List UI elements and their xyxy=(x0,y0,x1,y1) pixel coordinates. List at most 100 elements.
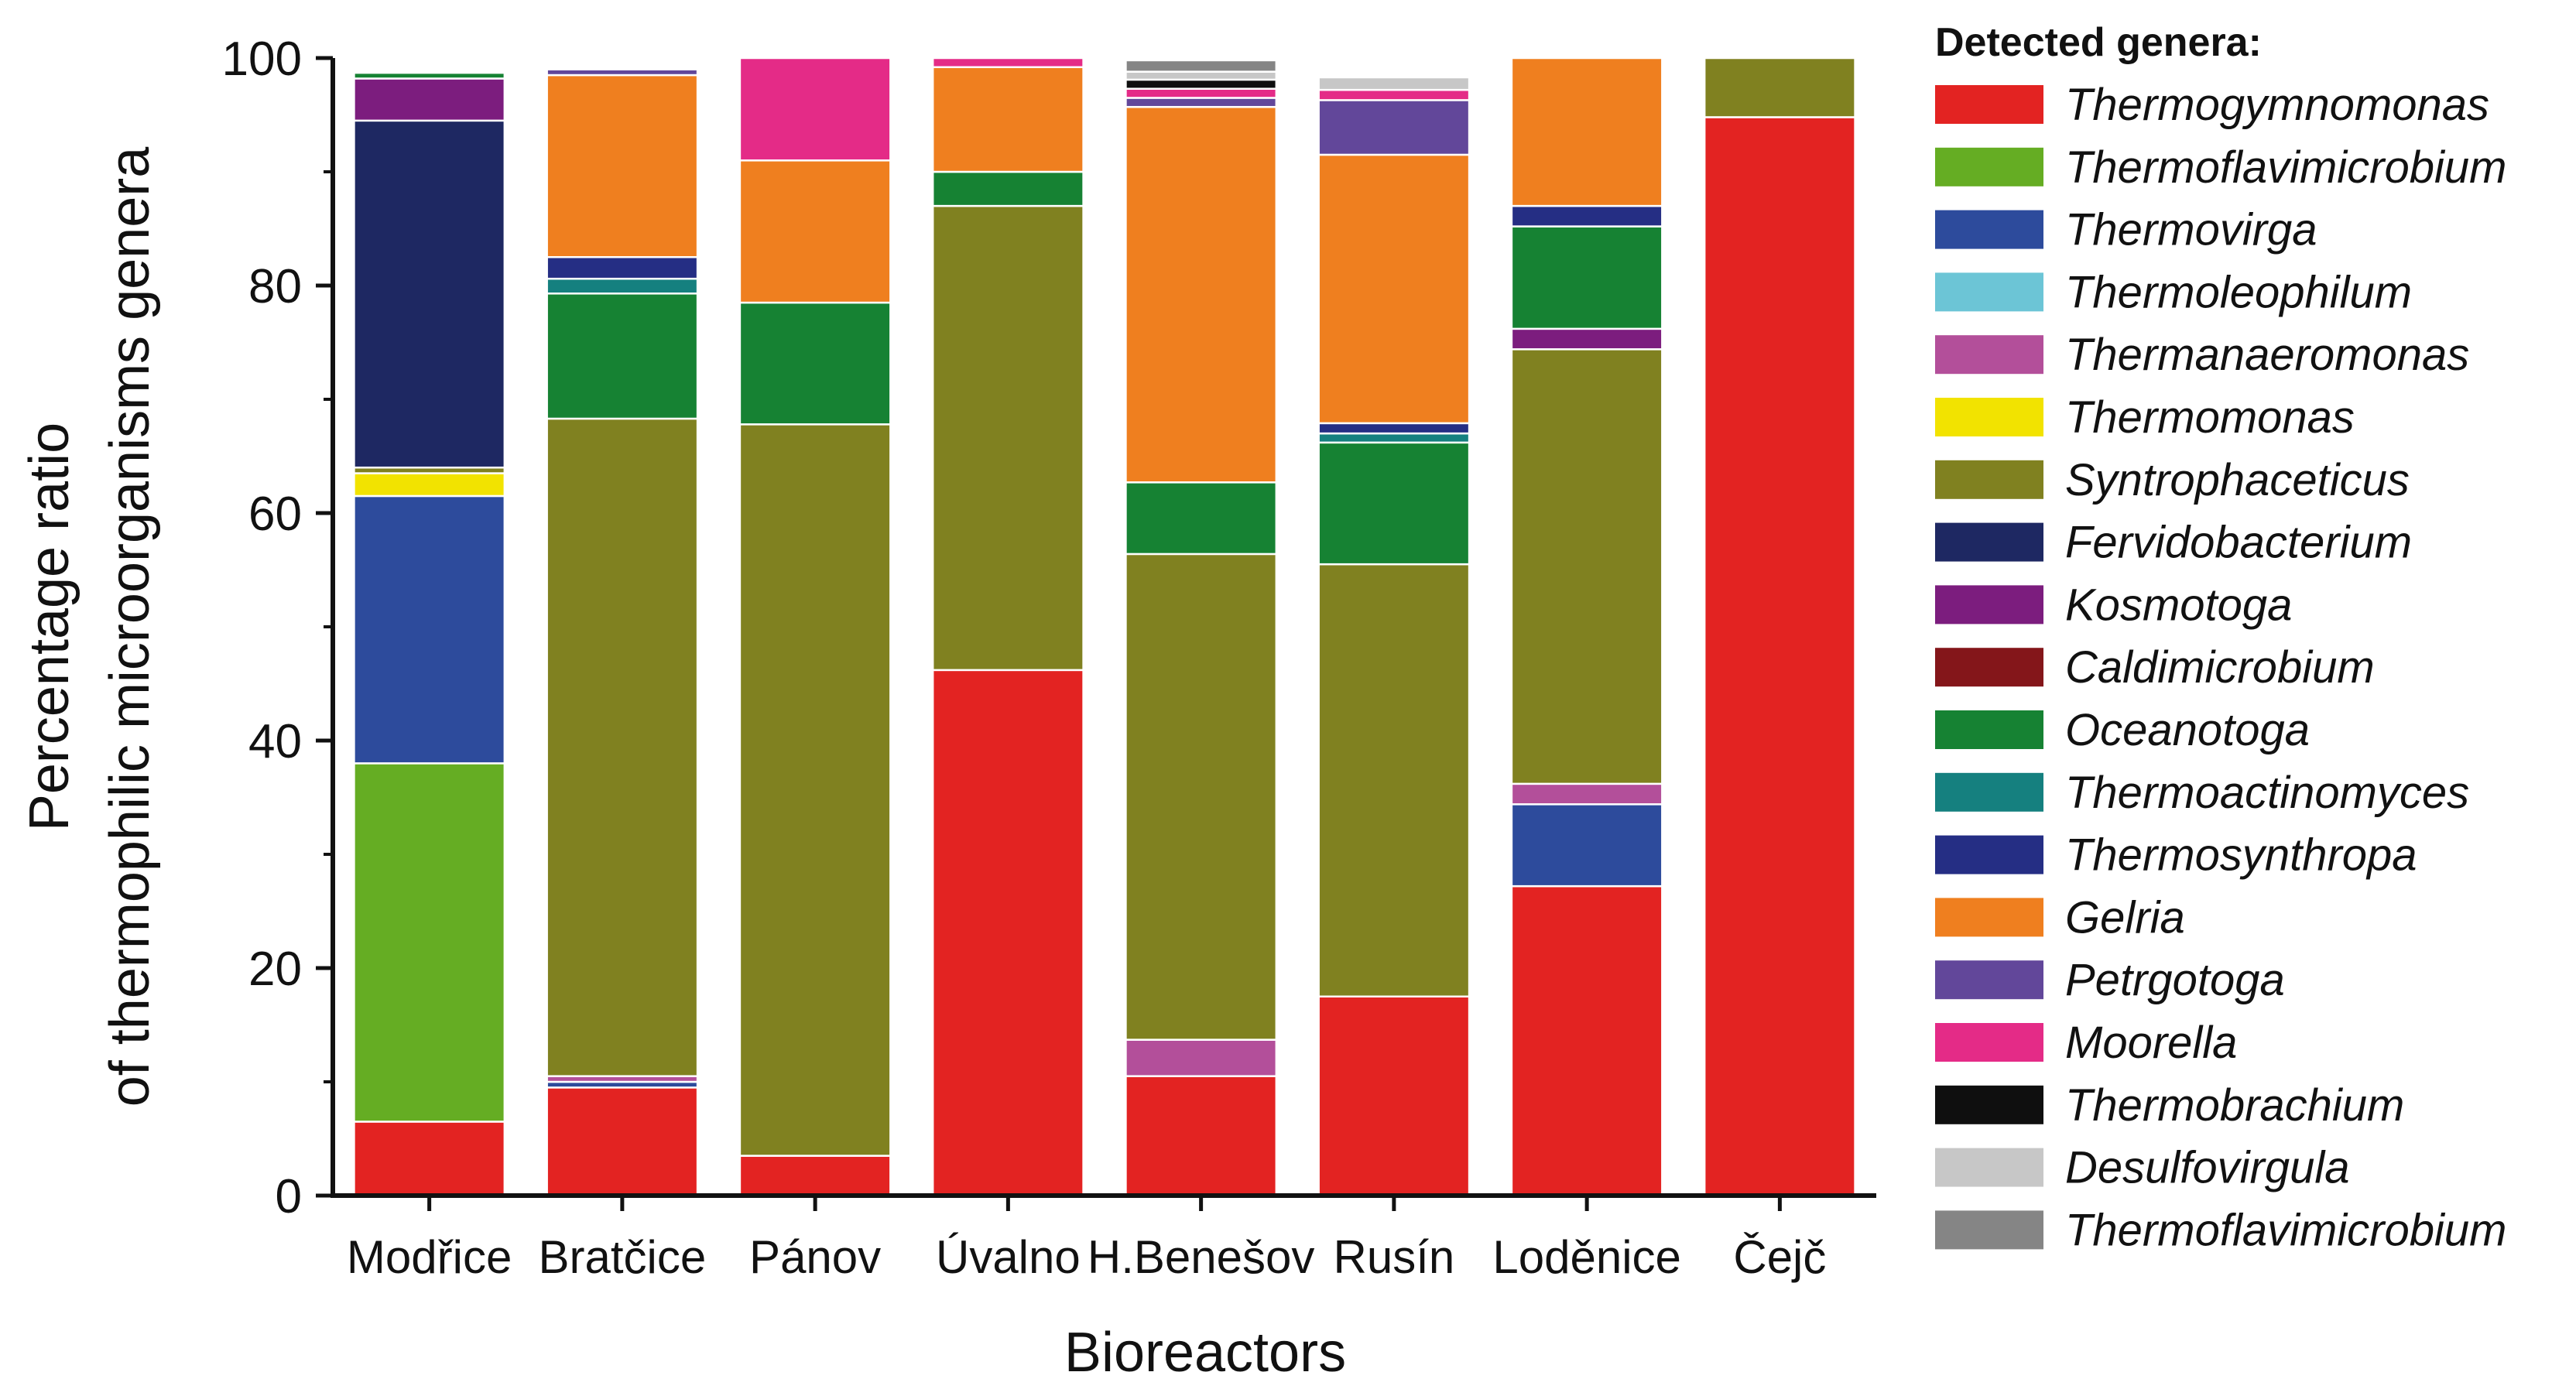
legend-label-18: Desulfovirgula xyxy=(2065,1143,2350,1193)
legend-label-15: Petrgotoga xyxy=(2065,955,2285,1005)
legend-swatch-13 xyxy=(1935,835,2043,874)
bar-segment-1-4 xyxy=(931,669,1084,1197)
legend-swatch-9 xyxy=(1935,585,2043,624)
bar-segment-9-7 xyxy=(1510,327,1663,351)
bar-segment-11-3 xyxy=(738,301,892,426)
bar-segment-13-7 xyxy=(1510,204,1663,228)
legend-swatch-14 xyxy=(1935,898,2043,937)
bar-segment-7-5 xyxy=(1125,553,1278,1041)
legend-swatch-3 xyxy=(1935,210,2043,249)
legend-swatch-10 xyxy=(1935,648,2043,687)
bar-segment-1-5 xyxy=(1125,1075,1278,1197)
legend-label-9: Kosmotoga xyxy=(2065,580,2292,630)
legend-swatch-11 xyxy=(1935,710,2043,749)
bar-segment-11-6 xyxy=(1317,441,1471,566)
bar-segment-11-1 xyxy=(353,71,506,80)
x-axis-title: Bioreactors xyxy=(1064,1322,1346,1384)
x-category-label-2: Bratčice xyxy=(539,1231,707,1283)
x-category-label-5: H.Benešov xyxy=(1088,1231,1315,1283)
bar-segment-11-4 xyxy=(931,170,1084,207)
bar-segment-17-5 xyxy=(1125,78,1278,90)
bar-segment-15-6 xyxy=(1317,99,1471,156)
legend-swatch-5 xyxy=(1935,335,2043,375)
legend-swatch-15 xyxy=(1935,960,2043,1000)
bar-segment-12-2 xyxy=(546,277,699,295)
bar-segment-16-6 xyxy=(1317,88,1471,101)
bar-segment-5-7 xyxy=(1510,782,1663,806)
legend-label-4: Thermoleophilum xyxy=(2065,267,2412,317)
legend-label-5: Thermanaeromonas xyxy=(2065,330,2469,380)
legend: Detected genera: Thermogymnomonas Thermof… xyxy=(1935,20,2506,1255)
legend-label-3: Thermovirga xyxy=(2065,205,2317,255)
legend-swatch-8 xyxy=(1935,522,2043,562)
bar-segment-9-1 xyxy=(353,77,506,122)
bar-segment-12-6 xyxy=(1317,432,1471,444)
bars-layer xyxy=(353,56,1856,1197)
bar-segment-1-8 xyxy=(1703,116,1856,1197)
bar-segment-1-7 xyxy=(1510,884,1663,1197)
x-category-label-8: Čejč xyxy=(1733,1231,1826,1283)
bar-segment-3-1 xyxy=(353,494,506,765)
legend-swatch-7 xyxy=(1935,460,2043,499)
legend-swatch-18 xyxy=(1935,1148,2043,1187)
legend-label-16: Moorella xyxy=(2065,1018,2237,1068)
bar-segment-5-5 xyxy=(1125,1038,1278,1077)
bar-segment-16-5 xyxy=(1125,87,1278,99)
bar-segment-1-2 xyxy=(546,1086,699,1197)
bar-segment-18-6 xyxy=(1317,76,1471,91)
bar-segment-14-2 xyxy=(546,74,699,258)
legend-swatch-16 xyxy=(1935,1023,2043,1062)
y-tick-label-60: 60 xyxy=(248,488,302,541)
y-tick-label-20: 20 xyxy=(248,943,302,996)
x-category-label-3: Pánov xyxy=(749,1231,881,1283)
y-axis-title-line2: of thermophilic microorganisms genera xyxy=(99,146,161,1107)
legend-label-12: Thermoactinomyces xyxy=(2065,768,2469,818)
bar-segment-14-7 xyxy=(1510,56,1663,207)
legend-swatch-12 xyxy=(1935,772,2043,812)
legend-label-17: Thermobrachium xyxy=(2065,1080,2404,1131)
legend-label-10: Caldimicrobium xyxy=(2065,642,2375,693)
legend-swatch-4 xyxy=(1935,272,2043,312)
y-axis-title-line1: Percentage ratio xyxy=(19,423,80,831)
legend-label-1: Thermogymnomonas xyxy=(2065,80,2489,130)
bar-segment-19-5 xyxy=(1125,59,1278,73)
bar-segment-1-1 xyxy=(353,1121,506,1197)
bar-segment-7-6 xyxy=(1317,563,1471,997)
y-tick-label-40: 40 xyxy=(248,715,302,768)
bar-segment-15-5 xyxy=(1125,97,1278,108)
x-category-label-7: Loděnice xyxy=(1492,1231,1681,1283)
bar-segment-14-5 xyxy=(1125,105,1278,484)
y-tick-label-80: 80 xyxy=(248,260,302,313)
bar-segment-7-8 xyxy=(1703,56,1856,118)
x-category-label-6: Rusín xyxy=(1334,1231,1455,1283)
x-category-label-4: Úvalno xyxy=(936,1231,1081,1283)
bar-segment-14-3 xyxy=(738,159,892,304)
x-category-label-1: Modřice xyxy=(347,1231,512,1283)
legend-label-19: Thermoflavimicrobium xyxy=(2065,1205,2506,1255)
bar-segment-16-4 xyxy=(931,56,1084,69)
bar-segment-14-6 xyxy=(1317,153,1471,425)
bar-segment-8-1 xyxy=(353,119,506,469)
bar-segment-13-2 xyxy=(546,256,699,280)
bar-segment-14-4 xyxy=(931,66,1084,173)
x-ticks: Modřice Bratčice Pánov Úvalno H.Benešov Rusín… xyxy=(347,1196,1826,1283)
y-tick-label-100: 100 xyxy=(222,33,302,86)
bar-segment-6-1 xyxy=(353,472,506,498)
legend-label-7: Syntrophaceticus xyxy=(2065,455,2410,505)
legend-label-13: Thermosynthropa xyxy=(2065,830,2417,881)
bar-segment-16-3 xyxy=(738,56,892,162)
bar-segment-11-7 xyxy=(1510,225,1663,330)
bar-segment-7-2 xyxy=(546,417,699,1077)
bar-segment-1-6 xyxy=(1317,995,1471,1197)
bar-segment-11-5 xyxy=(1125,481,1278,556)
legend-swatch-19 xyxy=(1935,1210,2043,1250)
legend-label-14: Gelria xyxy=(2065,892,2185,943)
legend-label-8: Fervidobacterium xyxy=(2065,518,2412,568)
bar-segment-13-6 xyxy=(1317,422,1471,435)
y-ticks: 0 20 40 60 80 100 xyxy=(222,33,333,1223)
legend-swatch-6 xyxy=(1935,398,2043,436)
bar-segment-7-3 xyxy=(738,423,892,1157)
legend-swatch-1 xyxy=(1935,85,2043,124)
legend-swatch-2 xyxy=(1935,147,2043,186)
